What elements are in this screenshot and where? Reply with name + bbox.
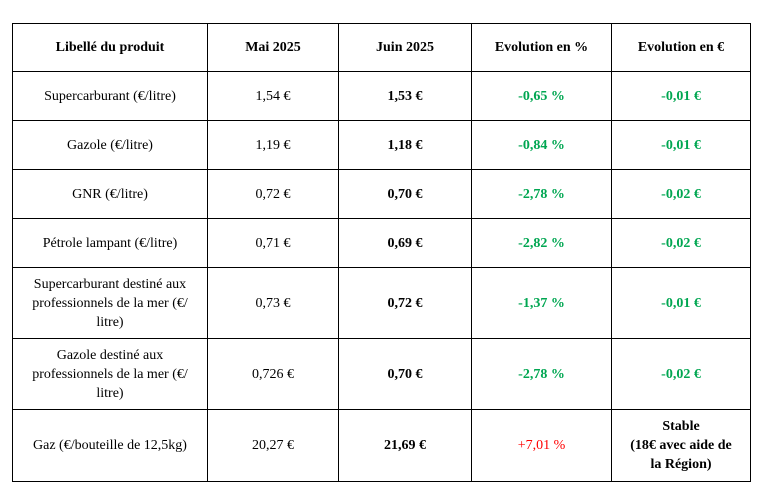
header-evolution-euro: Evolution en € [611, 23, 751, 72]
header-evolution-percent: Evolution en % [471, 23, 612, 72]
june-price: 0,69 € [338, 218, 472, 268]
stable-note-line: (18€ avec aide de [630, 438, 732, 453]
product-label-line: professionnels de la mer (€/ [32, 295, 188, 311]
header-may-2025: Mai 2025 [207, 23, 339, 72]
may-price: 0,71 € [207, 218, 339, 268]
table-row: Gaz (€/bouteille de 12,5kg) 20,27 € 21,6… [12, 409, 751, 482]
june-price: 0,70 € [338, 338, 472, 410]
may-price: 1,19 € [207, 120, 339, 170]
evolution-percent: -2,82 % [471, 218, 612, 268]
evolution-percent: -2,78 % [471, 338, 612, 410]
evolution-euro: Stable (18€ avec aide de la Région) [611, 409, 751, 482]
stable-note-line: la Région) [650, 457, 712, 472]
evolution-euro: -0,02 € [611, 169, 751, 219]
product-label: Gazole destiné aux professionnels de la … [12, 338, 208, 410]
may-price: 20,27 € [207, 409, 339, 482]
product-label-line: Supercarburant destiné aux [33, 276, 187, 292]
evolution-euro: -0,01 € [611, 267, 751, 339]
table-row: Gazole (€/litre) 1,19 € 1,18 € -0,84 % -… [12, 120, 751, 170]
table-row: Gazole destiné aux professionnels de la … [12, 338, 751, 410]
evolution-percent: -0,84 % [471, 120, 612, 170]
june-price: 1,18 € [338, 120, 472, 170]
product-label: GNR (€/litre) [12, 169, 208, 219]
product-label-line: litre) [96, 385, 124, 401]
product-label-line: Gazole destiné aux [56, 347, 164, 363]
evolution-euro: -0,01 € [611, 120, 751, 170]
stable-note-line: Stable [662, 419, 700, 434]
june-price: 21,69 € [338, 409, 472, 482]
evolution-percent: -1,37 % [471, 267, 612, 339]
header-june-2025: Juin 2025 [338, 23, 472, 72]
evolution-euro: -0,02 € [611, 338, 751, 410]
header-product: Libellé du produit [12, 23, 208, 72]
product-label: Pétrole lampant (€/litre) [12, 218, 208, 268]
product-label: Supercarburant (€/litre) [12, 71, 208, 121]
table-row: Supercarburant destiné aux professionnel… [12, 267, 751, 339]
may-price: 0,726 € [207, 338, 339, 410]
product-label: Gazole (€/litre) [12, 120, 208, 170]
table-row: Supercarburant (€/litre) 1,54 € 1,53 € -… [12, 71, 751, 121]
product-label-line: litre) [96, 314, 124, 330]
june-price: 0,72 € [338, 267, 472, 339]
evolution-percent: -0,65 % [471, 71, 612, 121]
fuel-price-table: Libellé du produit Mai 2025 Juin 2025 Ev… [12, 23, 751, 482]
evolution-euro: -0,02 € [611, 218, 751, 268]
product-label-line: professionnels de la mer (€/ [32, 366, 188, 382]
product-label: Supercarburant destiné aux professionnel… [12, 267, 208, 339]
may-price: 1,54 € [207, 71, 339, 121]
may-price: 0,73 € [207, 267, 339, 339]
product-label: Gaz (€/bouteille de 12,5kg) [12, 409, 208, 482]
table-row: GNR (€/litre) 0,72 € 0,70 € -2,78 % -0,0… [12, 169, 751, 219]
may-price: 0,72 € [207, 169, 339, 219]
evolution-percent: -2,78 % [471, 169, 612, 219]
table-row: Pétrole lampant (€/litre) 0,71 € 0,69 € … [12, 218, 751, 268]
header-row: Libellé du produit Mai 2025 Juin 2025 Ev… [12, 23, 751, 72]
evolution-euro: -0,01 € [611, 71, 751, 121]
evolution-percent: +7,01 % [471, 409, 612, 482]
june-price: 0,70 € [338, 169, 472, 219]
june-price: 1,53 € [338, 71, 472, 121]
